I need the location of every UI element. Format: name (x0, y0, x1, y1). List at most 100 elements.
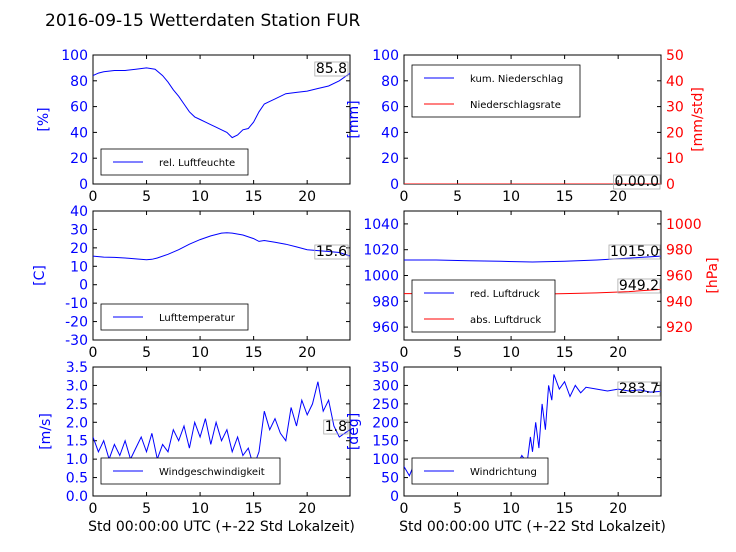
y-tick-label: 0 (79, 177, 88, 193)
y-tick-label: 3.5 (66, 360, 88, 376)
legend-box (411, 64, 581, 118)
x-tick-label: 10 (191, 345, 209, 361)
x-axis-label: Std 00:00:00 UTC (+-22 Std Lokalzeit) (399, 519, 666, 535)
x-tick-label: 15 (245, 189, 263, 205)
y2-tick-label: 1000 (666, 217, 702, 233)
x-tick-label: 15 (556, 345, 574, 361)
value-label-box (314, 61, 349, 77)
y-tick-label: 3.0 (66, 378, 88, 394)
y-tick-label: 1.5 (66, 434, 88, 450)
x-tick-label: 20 (609, 345, 627, 361)
series-line-rel-luftfeuchte (93, 67, 350, 139)
y-axis-label: [C] (32, 265, 48, 286)
y-tick-label: -30 (65, 333, 88, 349)
y-tick-label: -10 (65, 296, 88, 312)
y-axis-label: [m/s] (38, 413, 54, 450)
x-tick-label: 10 (191, 189, 209, 205)
y-axis-label: [%] (36, 107, 52, 131)
y2-tick-label: 0 (666, 177, 675, 193)
y2-tick-label: 40 (666, 74, 684, 90)
x-tick-label: 20 (298, 345, 316, 361)
x-tick-label: 10 (502, 189, 520, 205)
y-tick-label: 80 (70, 74, 88, 90)
x-tick-label: 0 (89, 345, 98, 361)
y-tick-label: 0 (390, 177, 399, 193)
x-tick-label: 0 (400, 189, 409, 205)
y2-tick-label: 10 (666, 151, 684, 167)
panel-pressure: 0 5 10 15 20 960 980 1000 1020 1040 920 940 960 980 10… (363, 210, 721, 361)
x-tick-label: 5 (142, 501, 151, 517)
current-value-label: 949.2 (619, 278, 659, 294)
panel-humidity: 0 5 10 15 20 0 20 40 60 80 100 [%] rel. Luftfeuchte 8… (36, 48, 351, 205)
y-tick-label: 150 (372, 434, 399, 450)
y-tick-label: 1000 (363, 269, 399, 285)
current-value-label: 1.8 (325, 419, 347, 435)
value-label-box (617, 278, 661, 294)
y-tick-label: 100 (372, 48, 399, 64)
x-tick-label: 0 (400, 345, 409, 361)
y-tick-label: 60 (70, 100, 88, 116)
series-line-windgeschwindigkeit (93, 381, 350, 469)
y-tick-label: 30 (70, 222, 88, 238)
y-tick-label: 960 (372, 320, 399, 336)
x-tick-label: 15 (245, 345, 263, 361)
y-tick-label: 40 (70, 125, 88, 141)
x-tick-label: 5 (142, 189, 151, 205)
y-tick-label: 50 (381, 471, 399, 487)
y-tick-label: 350 (372, 360, 399, 376)
current-value-label: 85.8 (316, 61, 347, 77)
y-tick-label: 40 (70, 204, 88, 220)
y-tick-label: 20 (381, 151, 399, 167)
panel-temperature: 0 5 10 15 20 -30 -20 -10 0 10 20 30 40 [C] Lufttempera… (32, 204, 351, 361)
y-tick-label: -20 (65, 315, 88, 331)
y-tick-label: 20 (70, 241, 88, 257)
y-tick-label: 1.0 (66, 452, 88, 468)
x-tick-label: 20 (298, 501, 316, 517)
legend-entry: red. Luftdruck (470, 289, 540, 300)
x-tick-label: 5 (142, 345, 151, 361)
x-tick-label: 10 (502, 345, 520, 361)
y2-tick-label: 980 (666, 243, 693, 259)
x-tick-label: 20 (609, 189, 627, 205)
y2-axis-label: [hPa] (705, 257, 721, 293)
x-tick-label: 10 (191, 501, 209, 517)
y2-tick-label: 30 (666, 100, 684, 116)
legend-box (100, 148, 249, 176)
value-label-box (323, 419, 349, 435)
y-tick-label: 2.0 (66, 415, 88, 431)
legend-entry: kum. Niederschlag (470, 74, 563, 85)
x-tick-label: 5 (453, 501, 462, 517)
x-tick-label: 15 (556, 501, 574, 517)
x-tick-label: 20 (298, 189, 316, 205)
x-tick-label: 10 (502, 501, 520, 517)
value-label-box (613, 174, 661, 190)
legend-entry: Windgeschwindigkeit (159, 467, 265, 478)
series-line-lufttemperatur (93, 232, 350, 261)
y-tick-label: 100 (61, 48, 88, 64)
y-tick-label: 200 (372, 415, 399, 431)
legend-box (100, 303, 249, 331)
x-tick-label: 20 (609, 501, 627, 517)
current-value-label: 15.6 (316, 244, 347, 260)
legend-entry: rel. Luftfeuchte (159, 158, 235, 169)
x-tick-label: 5 (453, 345, 462, 361)
legend-entry: Niederschlagsrate (470, 100, 561, 111)
legend-entry: Windrichtung (470, 467, 537, 478)
y2-tick-label: 20 (666, 125, 684, 141)
x-tick-label: 0 (89, 189, 98, 205)
current-value-label: 0.00.0 (614, 174, 659, 190)
y2-tick-label: 960 (666, 269, 693, 285)
y-tick-label: 300 (372, 378, 399, 394)
x-tick-label: 0 (89, 501, 98, 517)
y-tick-label: 250 (372, 397, 399, 413)
value-label-box (314, 244, 349, 260)
current-value-label: 283.7 (619, 381, 659, 397)
y-tick-label: 80 (381, 74, 399, 90)
y-tick-label: 0.5 (66, 471, 88, 487)
panel-precipitation: 0 5 10 15 20 0 20 40 60 80 100 0 10 20 30 40 50 [mm] [mm/s… (346, 48, 706, 205)
y-tick-label: 980 (372, 294, 399, 310)
y-tick-label: 10 (70, 259, 88, 275)
y-tick-label: 1020 (363, 243, 399, 259)
